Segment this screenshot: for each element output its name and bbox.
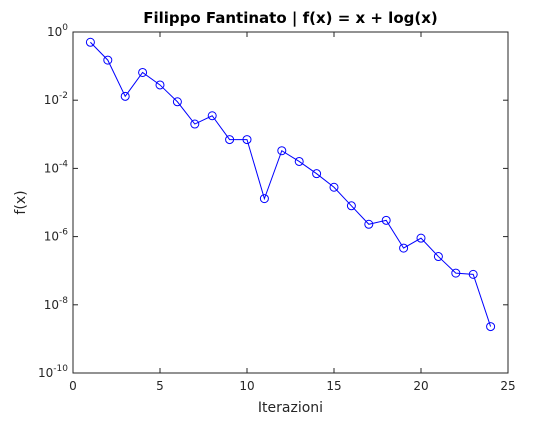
data-point: [155, 80, 165, 90]
x-tick-label: 5: [156, 379, 164, 393]
chart-title: Filippo Fantinato | f(x) = x + log(x): [143, 9, 438, 28]
data-point: [416, 233, 426, 243]
data-point: [242, 135, 252, 145]
data-point: [138, 67, 148, 77]
data-point: [381, 215, 391, 225]
x-tick-label: 10: [239, 379, 254, 393]
y-axis-label: f(x): [13, 190, 29, 214]
data-point: [329, 182, 339, 192]
data-point: [312, 169, 322, 179]
x-tick-label: 15: [326, 379, 341, 393]
y-tick-label: 100: [47, 23, 68, 39]
data-point: [207, 111, 217, 121]
x-tick-label: 0: [69, 379, 77, 393]
y-tick-label: 10-8: [44, 296, 69, 312]
x-tick-label: 25: [500, 379, 515, 393]
data-point: [225, 135, 235, 145]
data-point: [346, 201, 356, 211]
x-axis-label: Iterazioni: [258, 400, 323, 416]
data-point: [294, 156, 304, 166]
ticks-layer: 0 5 10 15 20 25 100 10-2 10-4 10-6 10-8 10-10: [38, 23, 516, 393]
data-point: [451, 268, 461, 278]
data-point: [259, 194, 269, 204]
data-point: [120, 91, 130, 101]
y-tick-label: 10-6: [44, 228, 69, 244]
data-point: [85, 37, 95, 47]
data-point: [364, 219, 374, 229]
y-tick-label: 10-4: [44, 159, 69, 175]
y-tick-label: 10-2: [44, 91, 68, 107]
data-point: [277, 146, 287, 156]
data-point: [468, 269, 478, 279]
plot-area: [73, 32, 508, 373]
data-point: [172, 97, 182, 107]
data-point: [486, 322, 496, 332]
data-point: [399, 243, 409, 253]
series-layer: [85, 37, 496, 332]
y-tick-label: 10-10: [38, 364, 68, 380]
data-point: [103, 55, 113, 65]
data-point: [433, 252, 443, 262]
x-tick-label: 20: [413, 379, 428, 393]
plot-frame: [72, 31, 509, 374]
data-point: [190, 119, 200, 129]
